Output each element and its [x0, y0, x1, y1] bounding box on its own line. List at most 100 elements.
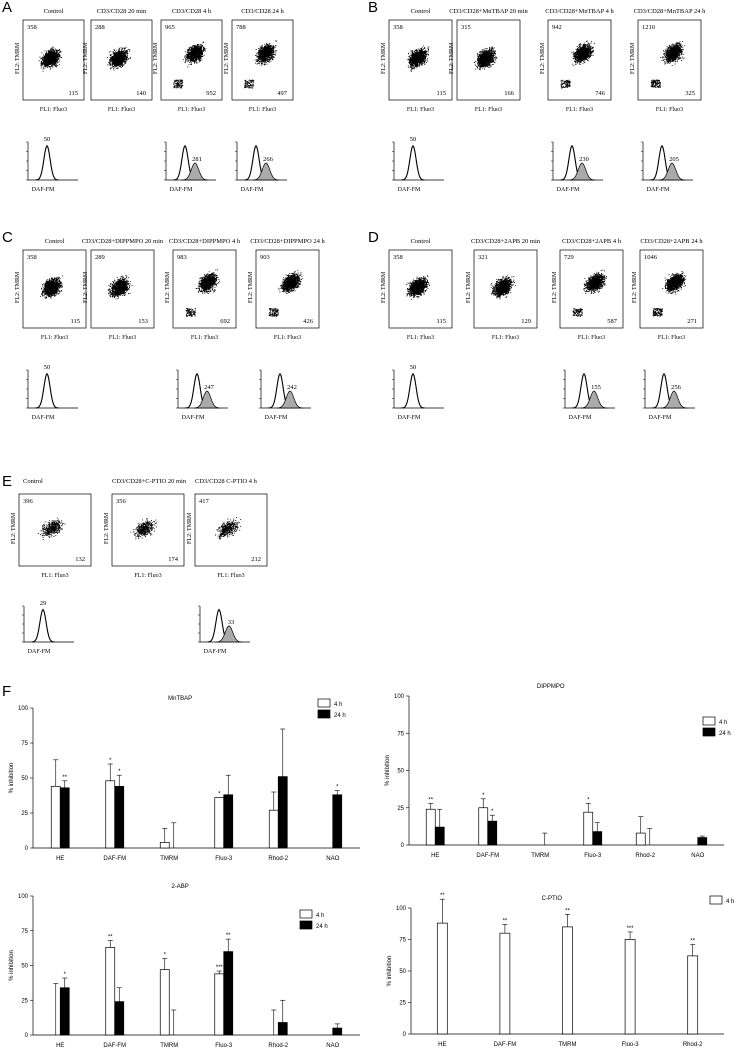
- y-axis-label: % inhibition: [9, 950, 15, 981]
- category-label: NAO: [326, 1043, 339, 1049]
- chart-title: C-PTIO: [542, 896, 563, 902]
- category-label: Rhod-2: [683, 1042, 703, 1048]
- daf-histogram: 256 DAF-FM: [643, 369, 695, 421]
- y-axis-label: FL2: TMRM: [540, 42, 546, 74]
- dotplot-title: CD3/CD28+MnTBAP 20 min: [449, 8, 528, 15]
- daf-histogram: 230 DAF-FM: [551, 141, 603, 193]
- dotplot-title: CD3/CD28 C-PTIO 4 h: [195, 478, 258, 485]
- dotplot-events: [406, 275, 430, 300]
- dotplot-events: [652, 271, 687, 317]
- category-label: HE: [56, 1043, 64, 1049]
- upper-left-count: 729: [564, 254, 574, 261]
- x-axis-label: FL1: Fluo3: [274, 335, 301, 341]
- significance-stars: **: [428, 797, 433, 803]
- y-axis-label: FL2: TMRM: [381, 42, 387, 74]
- lower-right-count: 132: [75, 556, 85, 563]
- flow-dotplot: FL2: TMRM FL1: Fluo3 942 746: [540, 19, 612, 113]
- legend-swatch: [317, 698, 331, 708]
- category-label: NAO: [326, 856, 339, 862]
- category-label: DAF-FM: [103, 1043, 126, 1049]
- upper-left-count: 358: [393, 24, 403, 31]
- significance-stars: *: [491, 809, 494, 815]
- bar: [592, 831, 603, 846]
- lower-right-count: 587: [607, 318, 618, 325]
- dotplot-title: Control: [23, 478, 43, 485]
- lower-right-count: 115: [436, 318, 446, 325]
- bar: [105, 780, 116, 849]
- flow-dotplot: FL2: TMRM FL1: Fluo3 965 952: [153, 19, 223, 113]
- lower-right-count: 140: [136, 90, 146, 97]
- histogram-mfi: 256: [671, 384, 682, 391]
- x-axis-label: FL1: Fluo3: [249, 107, 276, 113]
- x-axis-label: FL1: Fluo3: [108, 107, 135, 113]
- lower-right-count: 212: [251, 556, 261, 563]
- histogram-mfi: 33: [228, 619, 235, 626]
- legend-swatch: [317, 709, 331, 719]
- category-label: TMRM: [559, 1042, 577, 1048]
- control-peak: [35, 372, 59, 409]
- chart-title: MnTBAP: [168, 696, 192, 702]
- histogram-x-label: DAF-FM: [32, 187, 55, 193]
- histogram-x-label: DAF-FM: [398, 415, 421, 421]
- significance-stars: **: [62, 775, 67, 781]
- upper-left-count: 1210: [642, 24, 655, 31]
- legend-label: 24 h: [334, 713, 346, 719]
- daf-histogram: 29 DAF-FM: [22, 600, 74, 655]
- dotplot-events: [173, 41, 207, 89]
- histogram-mfi: 247: [204, 384, 215, 391]
- legend: 4 h: [709, 895, 734, 905]
- category-label: TMRM: [160, 856, 178, 862]
- x-axis-label: FL1: Fluo3: [656, 107, 683, 113]
- histogram-x-label: DAF-FM: [649, 415, 672, 421]
- x-axis-label: FL1: Fluo3: [566, 107, 593, 113]
- y-axis-label: FL2: TMRM: [187, 512, 193, 544]
- legend-label: 4 h: [726, 899, 734, 905]
- category-label: HE: [431, 853, 439, 859]
- histogram-x-label: DAF-FM: [557, 187, 580, 193]
- significance-stars: *: [109, 758, 112, 764]
- histogram-mfi: 155: [591, 384, 601, 391]
- category-label: HE: [56, 856, 64, 862]
- bar: [114, 1001, 125, 1036]
- stimulated-peak: [660, 390, 688, 409]
- dotplot-title: Control: [44, 8, 64, 15]
- bar: [332, 794, 343, 849]
- bar: [332, 1027, 343, 1036]
- legend-swatch: [702, 727, 716, 737]
- lower-right-count: 271: [687, 318, 697, 325]
- lower-right-count: 115: [70, 318, 80, 325]
- significance-stars: *: [64, 972, 67, 978]
- significance-stars: **: [503, 918, 508, 924]
- histogram-mfi: 50: [44, 364, 51, 371]
- upper-left-count: 396: [23, 498, 34, 505]
- lower-right-count: 426: [303, 318, 314, 325]
- y-axis-label: % inhibition: [9, 763, 15, 794]
- legend-label: 4 h: [334, 702, 342, 708]
- histogram-mfi: 242: [287, 384, 297, 391]
- dotplot-title: CD3/CD28+MnTBAP 24 h: [634, 8, 706, 15]
- daf-histogram: 155 DAF-FM: [563, 369, 615, 421]
- bar: [50, 786, 61, 849]
- stimulated-peak: [580, 390, 608, 409]
- category-label: Rhod-2: [268, 856, 288, 862]
- flow-dotplot: FL2: TMRM FL1: Fluo3 1046 271: [632, 249, 704, 341]
- bar: [277, 1022, 288, 1036]
- y-tick-label: 25: [21, 811, 28, 817]
- significance-stars: **: [226, 933, 231, 939]
- histogram-mfi: 281: [192, 156, 202, 163]
- histogram-x-label: DAF-FM: [32, 415, 55, 421]
- flow-dotplot: FL2: TMRM FL1: Fluo3 417 212: [187, 493, 268, 579]
- control-peak: [35, 144, 59, 181]
- flow-dotplot: FL2: TMRM FL1: Fluo3 358 115: [15, 249, 87, 341]
- y-axis-label: FL2: TMRM: [104, 512, 110, 544]
- x-axis-label: FL1: Fluo3: [40, 107, 67, 113]
- flow-dotplot: FL2: TMRM FL1: Fluo3 358 115: [381, 19, 453, 113]
- daf-histogram: 50 DAF-FM: [392, 364, 444, 421]
- y-tick-label: 50: [21, 964, 28, 970]
- legend: 4 h 24 h: [299, 909, 328, 930]
- y-axis-label: FL2: TMRM: [15, 42, 21, 74]
- bar: [114, 786, 125, 849]
- dotplot-events: [37, 517, 66, 541]
- y-tick-label: 25: [399, 1001, 406, 1007]
